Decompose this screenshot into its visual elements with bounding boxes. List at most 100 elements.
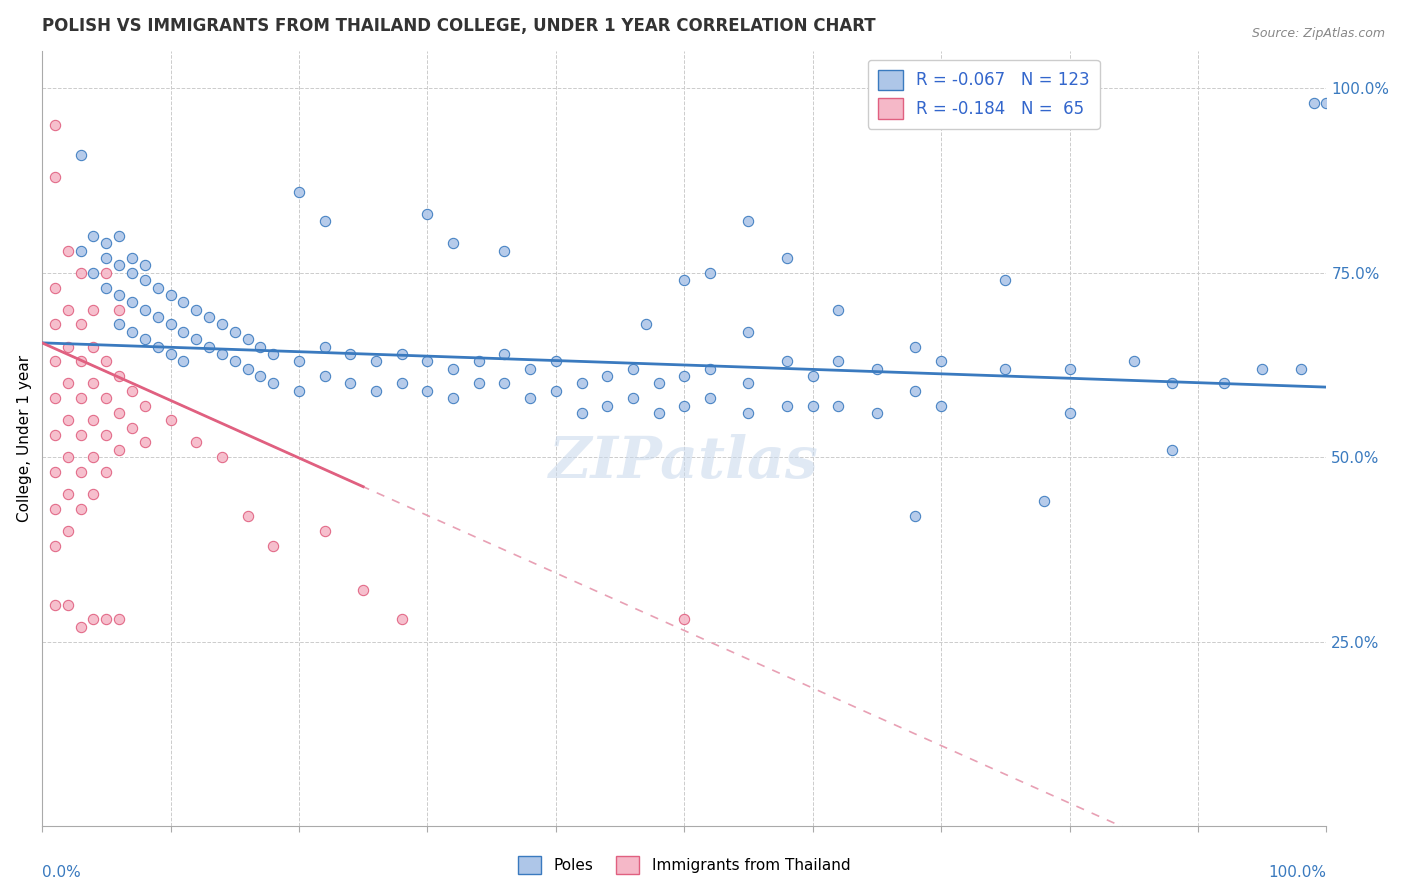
- Point: [224, 325, 246, 339]
- Point: [262, 539, 284, 553]
- Point: [904, 384, 927, 398]
- Point: [134, 302, 156, 317]
- Point: [249, 340, 271, 354]
- Point: [82, 302, 104, 317]
- Text: 0.0%: 0.0%: [42, 864, 80, 880]
- Point: [186, 332, 208, 346]
- Point: [44, 465, 66, 479]
- Point: [929, 399, 952, 413]
- Point: [172, 325, 194, 339]
- Point: [596, 399, 619, 413]
- Point: [159, 347, 181, 361]
- Point: [69, 148, 91, 162]
- Point: [108, 302, 131, 317]
- Point: [391, 347, 413, 361]
- Point: [108, 259, 131, 273]
- Point: [134, 273, 156, 287]
- Point: [69, 391, 91, 405]
- Point: [866, 361, 889, 376]
- Point: [56, 376, 79, 391]
- Point: [544, 384, 567, 398]
- Point: [314, 524, 336, 538]
- Point: [634, 318, 657, 332]
- Text: ZIPatlas: ZIPatlas: [550, 434, 820, 491]
- Point: [1212, 376, 1234, 391]
- Point: [44, 539, 66, 553]
- Point: [44, 354, 66, 368]
- Point: [468, 376, 491, 391]
- Point: [699, 361, 721, 376]
- Point: [441, 391, 464, 405]
- Point: [186, 302, 208, 317]
- Point: [82, 413, 104, 427]
- Point: [44, 318, 66, 332]
- Point: [776, 354, 799, 368]
- Point: [494, 347, 516, 361]
- Point: [647, 406, 669, 420]
- Point: [236, 509, 259, 524]
- Point: [69, 428, 91, 442]
- Point: [571, 376, 593, 391]
- Point: [262, 376, 284, 391]
- Legend: Poles, Immigrants from Thailand: Poles, Immigrants from Thailand: [512, 849, 856, 880]
- Point: [416, 207, 439, 221]
- Point: [56, 487, 79, 501]
- Point: [519, 361, 541, 376]
- Point: [1315, 96, 1337, 111]
- Point: [1251, 361, 1274, 376]
- Point: [314, 214, 336, 228]
- Point: [96, 612, 118, 626]
- Point: [621, 391, 644, 405]
- Point: [56, 524, 79, 538]
- Point: [82, 450, 104, 465]
- Point: [69, 266, 91, 280]
- Point: [134, 435, 156, 450]
- Point: [159, 318, 181, 332]
- Point: [352, 582, 374, 597]
- Point: [391, 376, 413, 391]
- Point: [801, 369, 824, 384]
- Point: [211, 318, 233, 332]
- Point: [262, 347, 284, 361]
- Point: [288, 185, 311, 199]
- Point: [56, 598, 79, 612]
- Point: [364, 384, 387, 398]
- Point: [96, 354, 118, 368]
- Point: [96, 280, 118, 294]
- Point: [236, 361, 259, 376]
- Point: [146, 340, 169, 354]
- Point: [108, 318, 131, 332]
- Point: [96, 465, 118, 479]
- Point: [519, 391, 541, 405]
- Point: [146, 310, 169, 324]
- Point: [994, 273, 1017, 287]
- Point: [56, 244, 79, 258]
- Point: [314, 369, 336, 384]
- Point: [121, 266, 143, 280]
- Point: [699, 391, 721, 405]
- Point: [441, 361, 464, 376]
- Point: [44, 391, 66, 405]
- Point: [198, 310, 221, 324]
- Point: [737, 376, 759, 391]
- Point: [737, 214, 759, 228]
- Point: [198, 340, 221, 354]
- Point: [249, 369, 271, 384]
- Point: [159, 288, 181, 302]
- Point: [1161, 376, 1184, 391]
- Point: [108, 228, 131, 243]
- Point: [56, 413, 79, 427]
- Point: [69, 318, 91, 332]
- Point: [69, 465, 91, 479]
- Point: [621, 361, 644, 376]
- Point: [108, 369, 131, 384]
- Point: [827, 354, 849, 368]
- Point: [673, 612, 696, 626]
- Point: [96, 391, 118, 405]
- Point: [776, 399, 799, 413]
- Point: [44, 169, 66, 184]
- Point: [186, 435, 208, 450]
- Point: [211, 450, 233, 465]
- Point: [224, 354, 246, 368]
- Point: [801, 399, 824, 413]
